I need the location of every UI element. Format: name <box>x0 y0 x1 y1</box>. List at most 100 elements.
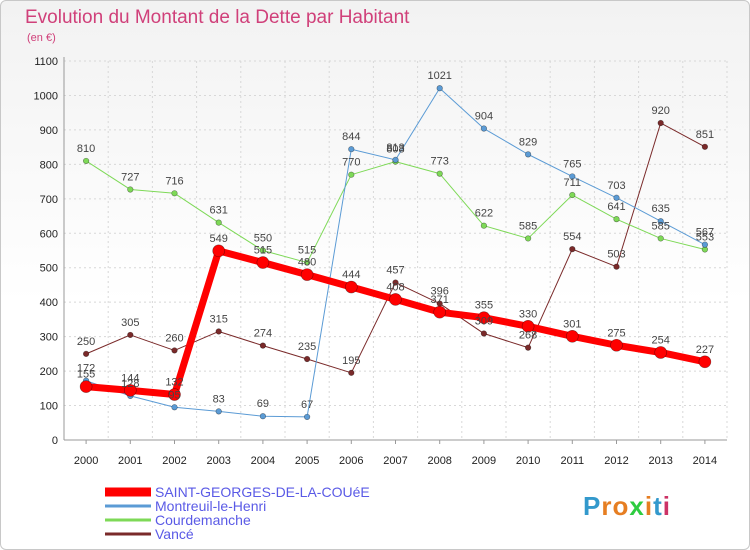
data-label: 851 <box>696 129 714 141</box>
data-label: 844 <box>342 131 360 143</box>
data-point <box>300 268 314 281</box>
data-point <box>436 85 443 92</box>
logo-letter: x <box>629 491 645 521</box>
data-label: 515 <box>298 245 316 257</box>
data-point <box>259 342 267 349</box>
legend-swatch <box>105 532 151 536</box>
data-label: 250 <box>77 336 95 348</box>
data-label: 765 <box>563 158 581 170</box>
data-label: 128 <box>121 378 139 390</box>
chart-title: Evolution du Montant de la Dette par Hab… <box>25 7 410 28</box>
data-point <box>215 328 222 335</box>
x-tick-label: 2004 <box>251 455 275 467</box>
data-point <box>344 280 358 294</box>
data-label: 144 <box>121 372 139 384</box>
data-label: 641 <box>607 201 625 213</box>
x-tick-label: 2003 <box>206 455 230 467</box>
data-label: 549 <box>210 233 228 245</box>
data-point <box>524 344 532 351</box>
data-label: 567 <box>696 227 714 239</box>
data-point <box>433 305 447 319</box>
data-point <box>256 256 270 269</box>
data-point <box>392 156 399 163</box>
logo-letter: r <box>601 491 613 521</box>
data-label: 622 <box>475 208 493 220</box>
data-point <box>569 246 576 253</box>
data-label: 480 <box>298 257 316 269</box>
logo-letter: i <box>662 491 671 521</box>
data-label: 355 <box>475 300 493 312</box>
data-label: 631 <box>210 205 228 217</box>
data-label: 83 <box>213 393 225 405</box>
data-label: 305 <box>121 317 139 329</box>
data-point <box>389 293 402 306</box>
data-label: 315 <box>210 313 228 325</box>
y-tick-label: 800 <box>40 159 58 171</box>
data-label: 585 <box>652 220 670 232</box>
data-label: 920 <box>652 105 670 117</box>
x-tick-label: 2007 <box>383 455 407 467</box>
data-point <box>524 235 532 242</box>
data-label: 301 <box>563 318 581 330</box>
data-point <box>477 311 491 324</box>
logo-letter: i <box>644 491 654 521</box>
y-tick-label: 200 <box>40 366 58 378</box>
data-point <box>657 218 664 225</box>
data-label: 813 <box>386 142 404 154</box>
chart-unit: (en €) <box>27 32 56 44</box>
y-tick-label: 100 <box>40 401 58 413</box>
data-point <box>701 241 709 248</box>
data-label: 172 <box>77 363 95 375</box>
data-point <box>613 216 620 223</box>
x-tick-label: 2005 <box>295 455 319 467</box>
data-point <box>565 329 579 343</box>
data-point <box>701 143 709 150</box>
data-point <box>304 355 311 363</box>
x-tick-label: 2010 <box>516 455 540 467</box>
data-label: 155 <box>77 369 95 381</box>
data-point <box>480 330 488 337</box>
data-point <box>698 355 712 369</box>
data-label: 810 <box>77 143 95 155</box>
data-point <box>348 171 355 178</box>
legend-label: Montreuil-le-Henri <box>155 498 267 514</box>
legend-label: Vancé <box>155 526 194 542</box>
data-point <box>171 190 178 197</box>
data-label: 711 <box>564 177 582 189</box>
logo-letter: o <box>612 491 630 521</box>
legend-swatch <box>105 504 151 508</box>
data-point <box>304 413 311 421</box>
x-tick-label: 2001 <box>118 455 142 467</box>
y-tick-label: 900 <box>40 125 58 137</box>
y-tick-label: 500 <box>40 263 58 275</box>
data-point <box>79 380 93 393</box>
data-label: 550 <box>254 233 272 245</box>
data-point <box>215 219 222 226</box>
data-label: 554 <box>563 231 581 243</box>
data-point <box>657 235 664 242</box>
data-point <box>259 247 267 254</box>
data-point <box>613 194 620 201</box>
x-tick-label: 2014 <box>693 455 717 467</box>
proxiti-logo: Proxiti <box>583 491 671 522</box>
data-point <box>521 319 535 333</box>
data-label: 254 <box>652 334 670 346</box>
data-label: 132 <box>165 377 183 389</box>
data-label: 727 <box>121 172 139 184</box>
data-point <box>392 279 399 286</box>
legend-swatch <box>105 487 151 497</box>
data-point <box>304 259 311 266</box>
data-point <box>569 173 576 180</box>
legend-swatch <box>105 518 151 522</box>
data-point <box>127 186 134 193</box>
data-point <box>657 119 664 127</box>
data-label: 553 <box>696 231 714 243</box>
data-label: 95 <box>168 389 180 401</box>
data-point <box>480 125 488 132</box>
data-label: 808 <box>386 144 404 156</box>
logo-letter: t <box>653 491 663 521</box>
y-tick-label: 300 <box>40 332 58 344</box>
data-label: 585 <box>519 220 537 232</box>
data-point <box>259 413 267 420</box>
data-label: 330 <box>519 308 537 320</box>
